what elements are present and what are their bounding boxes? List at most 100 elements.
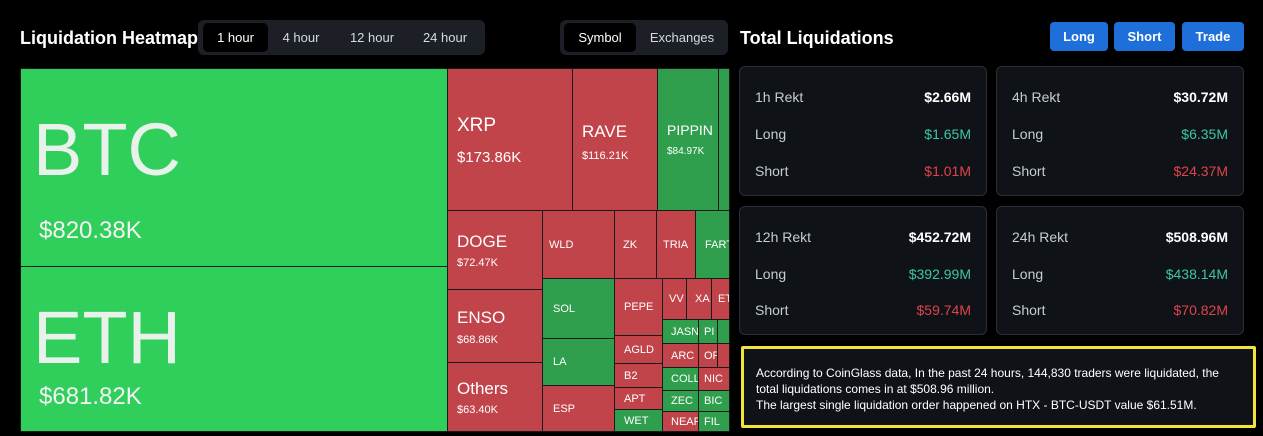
summary-line: total liquidations comes in at $508.96 m…	[756, 382, 995, 396]
trade-button[interactable]: Trade	[1182, 22, 1244, 51]
tile-symbol: JASN	[671, 325, 699, 338]
summary-line: According to CoinGlass data, In the past…	[756, 366, 1219, 380]
tile-et[interactable]: ET	[711, 278, 730, 320]
tab-12-hour[interactable]: 12 hour	[349, 30, 395, 45]
tile-wet[interactable]: WET	[614, 409, 663, 432]
tile-xrp[interactable]: XRP $173.86K	[447, 68, 573, 211]
tile-doge[interactable]: DOGE $72.47K	[447, 210, 543, 290]
tab-exchanges[interactable]: Exchanges	[649, 30, 715, 45]
tile-unlabeled[interactable]	[717, 343, 730, 368]
tile-fil[interactable]: FIL	[698, 411, 730, 432]
tile-agld[interactable]: AGLD	[614, 335, 663, 364]
tile-wld[interactable]: WLD	[542, 210, 615, 279]
tile-symbol: NIC	[704, 373, 723, 385]
tile-symbol: PI	[704, 325, 715, 338]
tile-jasn[interactable]: JASN	[662, 319, 699, 344]
tab-4-hour[interactable]: 4 hour	[282, 30, 320, 45]
tile-symbol: LA	[553, 356, 567, 368]
stat-short-row: Short $24.37M	[1012, 163, 1228, 183]
tile-unlabeled[interactable]	[717, 319, 730, 344]
tile-la[interactable]: LA	[542, 338, 615, 386]
tile-near[interactable]: NEAR	[662, 411, 699, 432]
stat-long-row: Long $438.14M	[1012, 266, 1228, 286]
stat-total-row: 1h Rekt $2.66M	[755, 89, 971, 109]
stat-long-row: Long $6.35M	[1012, 126, 1228, 146]
tab-24-hour[interactable]: 24 hour	[422, 30, 468, 45]
stat-short-row: Short $1.01M	[755, 163, 971, 183]
long-button[interactable]: Long	[1050, 22, 1108, 51]
stat-short-row: Short $70.82M	[1012, 302, 1228, 322]
stat-card-12h: 12h Rekt $452.72M Long $392.99M Short $5…	[739, 206, 987, 335]
tile-coll[interactable]: COLL	[662, 367, 699, 391]
stat-short-value: $59.74M	[916, 302, 971, 318]
tile-tria[interactable]: TRIA	[656, 210, 696, 279]
tile-sol[interactable]: SOL	[542, 278, 615, 339]
tile-symbol: OF	[704, 349, 718, 362]
stat-long-label: Long	[755, 266, 787, 282]
tile-symbol: VV	[669, 293, 684, 305]
tile-symbol: NEAR	[671, 415, 699, 428]
tab-1-hour[interactable]: 1 hour	[203, 23, 268, 52]
tile-btc[interactable]: BTC $820.38K	[20, 68, 448, 267]
tile-esp[interactable]: ESP	[542, 385, 615, 432]
tile-symbol: WET	[624, 414, 649, 427]
tile-xa[interactable]: XA	[686, 278, 712, 320]
tile-symbol: B2	[624, 369, 638, 382]
stat-total-row: 24h Rekt $508.96M	[1012, 229, 1228, 249]
tile-symbol: ET	[718, 293, 729, 305]
time-range-tabs: 1 hour 4 hour 12 hour 24 hour	[198, 20, 485, 55]
tile-symbol: ESP	[553, 402, 576, 415]
stat-period: 12h Rekt	[755, 229, 812, 245]
tile-nic[interactable]: NIC	[698, 367, 730, 391]
tile-symbol: ETH	[33, 296, 181, 379]
stat-short-value: $24.37M	[1173, 163, 1228, 179]
tile-pepe[interactable]: PEPE	[614, 278, 663, 336]
tile-b2[interactable]: B2	[614, 363, 663, 388]
tile-unlabeled[interactable]	[718, 68, 730, 211]
tile-pi[interactable]: PI	[698, 319, 718, 344]
stat-total-row: 4h Rekt $30.72M	[1012, 89, 1228, 109]
tile-symbol: RAVE	[582, 122, 628, 141]
tile-rave[interactable]: RAVE $116.21K	[572, 68, 658, 211]
stat-short-label: Short	[755, 163, 789, 179]
tile-pippin[interactable]: PIPPIN $84.97K	[657, 68, 719, 211]
tile-zec[interactable]: ZEC	[662, 390, 699, 412]
tile-bic[interactable]: BIC	[698, 390, 730, 412]
tile-value: $84.97K	[667, 146, 705, 157]
tile-symbol: BTC	[33, 108, 181, 191]
stat-long-row: Long $1.65M	[755, 126, 971, 146]
tile-symbol: TRIA	[663, 238, 689, 251]
tile-symbol: BIC	[704, 395, 723, 407]
short-button[interactable]: Short	[1114, 22, 1175, 51]
tile-symbol: ZK	[623, 238, 638, 251]
tile-symbol: XA	[695, 293, 710, 305]
stat-long-label: Long	[1012, 126, 1044, 142]
tile-value: $173.86K	[457, 149, 522, 166]
stat-card-24h: 24h Rekt $508.96M Long $438.14M Short $7…	[996, 206, 1244, 335]
tab-symbol[interactable]: Symbol	[564, 23, 636, 52]
stat-short-label: Short	[1012, 302, 1046, 318]
tile-symbol: Others	[457, 379, 509, 398]
total-liquidations-title: Total Liquidations	[740, 28, 894, 48]
tile-arc[interactable]: ARC	[662, 343, 699, 368]
stat-short-label: Short	[1012, 163, 1046, 179]
stat-total: $508.96M	[1165, 229, 1228, 245]
tile-of[interactable]: OF	[698, 343, 718, 368]
stat-total: $452.72M	[908, 229, 971, 245]
stat-period: 4h Rekt	[1012, 89, 1061, 105]
tile-eth[interactable]: ETH $681.82K	[20, 266, 448, 432]
stat-long-value: $6.35M	[1181, 126, 1228, 142]
tile-value: $63.40K	[457, 404, 498, 416]
tile-symbol: PEPE	[624, 301, 654, 313]
stat-long-row: Long $392.99M	[755, 266, 971, 286]
tile-others[interactable]: Others $63.40K	[447, 362, 543, 432]
stat-card-4h: 4h Rekt $30.72M Long $6.35M Short $24.37…	[996, 66, 1244, 196]
tile-vv[interactable]: VV	[662, 278, 687, 320]
tile-zk[interactable]: ZK	[614, 210, 657, 279]
stat-total: $2.66M	[924, 89, 971, 105]
tile-apt[interactable]: APT	[614, 387, 663, 410]
tile-enso[interactable]: ENSO $68.86K	[447, 289, 543, 363]
tile-value: $820.38K	[39, 217, 142, 244]
tile-fart[interactable]: FART	[695, 210, 730, 279]
summary-line: The largest single liquidation order hap…	[756, 398, 1197, 412]
